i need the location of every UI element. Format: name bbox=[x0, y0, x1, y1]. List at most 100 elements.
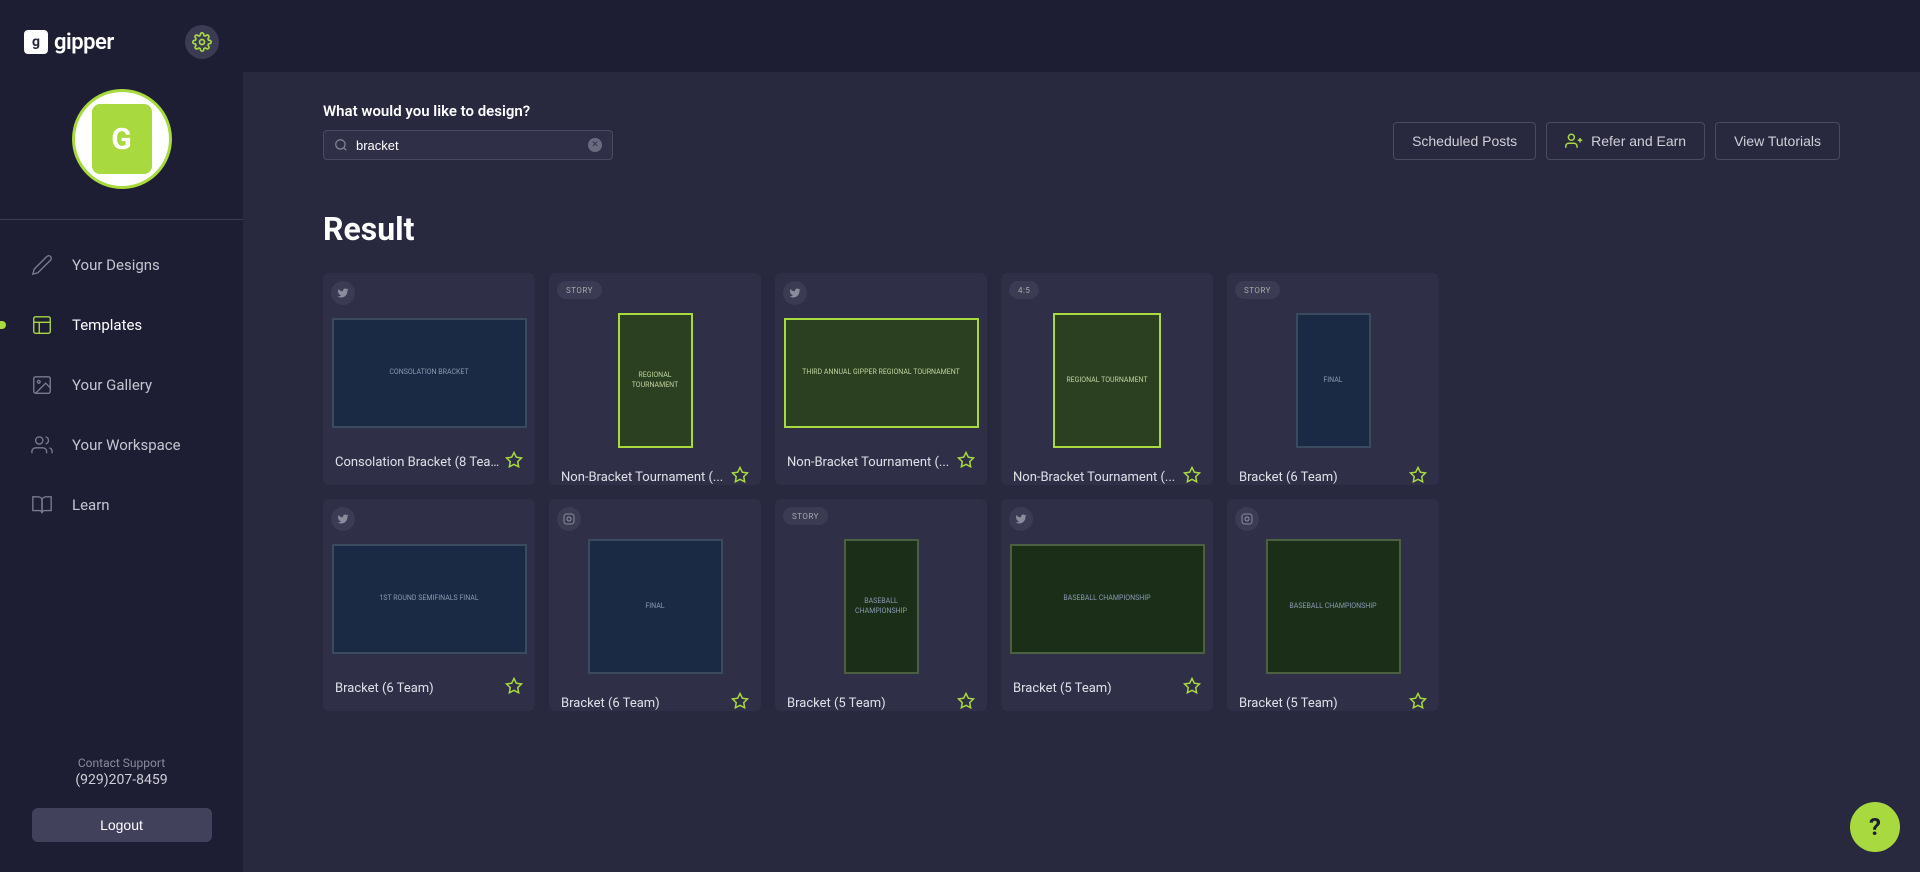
search-section: What would you like to design? ✕ bbox=[323, 102, 613, 160]
card-title: Bracket (5 Team) bbox=[787, 696, 886, 711]
format-badge: STORY bbox=[557, 281, 602, 299]
logo-text: gipper bbox=[54, 30, 114, 55]
template-card[interactable]: STORY REGIONAL TOURNAMENT Non-Bracket Tour… bbox=[549, 273, 761, 485]
template-card[interactable]: CONSOLATION BRACKET Consolation Bracket (… bbox=[323, 273, 535, 485]
help-button[interactable]: ? bbox=[1850, 802, 1900, 852]
image-icon bbox=[30, 373, 54, 397]
template-card[interactable]: THIRD ANNUAL GIPPER REGIONAL TOURNAMENT N… bbox=[775, 273, 987, 485]
template-card[interactable]: FINAL Bracket (6 Team) bbox=[549, 499, 761, 711]
nav-item-templates[interactable]: Templates bbox=[0, 295, 243, 355]
format-badge bbox=[557, 507, 581, 531]
nav-label: Learn bbox=[72, 496, 110, 514]
support-phone[interactable]: (929)207-8459 bbox=[30, 772, 213, 788]
support-label: Contact Support bbox=[30, 756, 213, 770]
header-row: What would you like to design? ✕ Schedul… bbox=[243, 72, 1920, 160]
template-card[interactable]: BASEBALL CHAMPIONSHIPBracket (5 Team) bbox=[1227, 499, 1439, 711]
favorite-button[interactable] bbox=[1183, 466, 1201, 485]
topbar bbox=[243, 0, 1920, 72]
card-title: Non-Bracket Tournament (... bbox=[561, 470, 723, 485]
nav-item-gallery[interactable]: Your Gallery bbox=[0, 355, 243, 415]
user-avatar[interactable]: G bbox=[72, 89, 172, 189]
card-footer: Bracket (6 Team) bbox=[323, 667, 535, 711]
star-icon bbox=[1409, 692, 1427, 710]
card-title: Bracket (6 Team) bbox=[1239, 470, 1338, 485]
nav-item-workspace[interactable]: Your Workspace bbox=[0, 415, 243, 475]
users-icon bbox=[30, 433, 54, 457]
favorite-button[interactable] bbox=[1409, 466, 1427, 485]
settings-button[interactable] bbox=[185, 25, 219, 59]
book-icon bbox=[30, 493, 54, 517]
format-badge: STORY bbox=[783, 507, 828, 525]
format-badge bbox=[331, 281, 355, 305]
star-icon bbox=[1183, 677, 1201, 695]
card-title: Bracket (6 Team) bbox=[335, 681, 434, 696]
star-icon bbox=[1183, 466, 1201, 484]
nav-item-learn[interactable]: Learn bbox=[0, 475, 243, 535]
search-label: What would you like to design? bbox=[323, 102, 613, 120]
card-footer: Bracket (6 Team) bbox=[549, 682, 761, 711]
format-badge bbox=[331, 507, 355, 531]
thumbnail: CONSOLATION BRACKET bbox=[323, 273, 535, 441]
favorite-button[interactable] bbox=[731, 466, 749, 485]
star-icon bbox=[957, 692, 975, 710]
template-card[interactable]: 4:5 REGIONAL TOURNAMENT Non-Bracket Tourna… bbox=[1001, 273, 1213, 485]
favorite-button[interactable] bbox=[1409, 692, 1427, 711]
refer-earn-button[interactable]: Refer and Earn bbox=[1546, 122, 1705, 160]
thumbnail-image: REGIONAL TOURNAMENT bbox=[618, 313, 693, 448]
favorite-button[interactable] bbox=[731, 692, 749, 711]
template-card[interactable]: STORYFINALBracket (6 Team) bbox=[1227, 273, 1439, 485]
thumbnail-image: CONSOLATION BRACKET bbox=[332, 318, 527, 428]
format-badge bbox=[783, 281, 807, 305]
thumbnail: BASEBALL CHAMPIONSHIP bbox=[1227, 499, 1439, 682]
template-card[interactable]: BASEBALL CHAMPIONSHIPBracket (5 Team) bbox=[1001, 499, 1213, 711]
scheduled-posts-button[interactable]: Scheduled Posts bbox=[1393, 122, 1536, 160]
format-badge bbox=[1235, 507, 1259, 531]
thumbnail: THIRD ANNUAL GIPPER REGIONAL TOURNAMENT bbox=[775, 273, 987, 441]
nav-list: Your Designs Templates Your Gallery Your… bbox=[0, 220, 243, 550]
avatar-container: G bbox=[0, 84, 243, 219]
thumbnail: FINAL bbox=[549, 499, 761, 682]
template-card[interactable]: 1ST ROUND SEMIFINALS FINALBracket (6 Tea… bbox=[323, 499, 535, 711]
card-footer: Consolation Bracket (8 Team) bbox=[323, 441, 535, 485]
card-footer: Bracket (5 Team) bbox=[1227, 682, 1439, 711]
search-input[interactable] bbox=[356, 138, 580, 153]
favorite-button[interactable] bbox=[957, 451, 975, 473]
brand-logo[interactable]: g gipper bbox=[24, 30, 114, 55]
star-icon bbox=[957, 451, 975, 469]
format-badge: 4:5 bbox=[1009, 281, 1039, 299]
favorite-button[interactable] bbox=[1183, 677, 1201, 699]
thumbnail-image: REGIONAL TOURNAMENT bbox=[1053, 313, 1161, 448]
card-footer: Non-Bracket Tournament (... bbox=[1001, 456, 1213, 485]
content-area: Result CONSOLATION BRACKET Consolation Br… bbox=[243, 160, 1920, 731]
thumbnail-image: THIRD ANNUAL GIPPER REGIONAL TOURNAMENT bbox=[784, 318, 979, 428]
card-footer: Bracket (6 Team) bbox=[1227, 456, 1439, 485]
card-title: Bracket (6 Team) bbox=[561, 696, 660, 711]
clear-search-button[interactable]: ✕ bbox=[588, 138, 602, 152]
thumbnail: FINAL bbox=[1227, 273, 1439, 456]
template-card[interactable]: STORY BASEBALL CHAMPIONSHIP Bracket (5 Tea… bbox=[775, 499, 987, 711]
card-title: Non-Bracket Tournament (... bbox=[1013, 470, 1175, 485]
card-footer: Bracket (5 Team) bbox=[1001, 667, 1213, 711]
favorite-button[interactable] bbox=[957, 692, 975, 711]
sidebar-header: g gipper bbox=[0, 0, 243, 84]
search-box: ✕ bbox=[323, 130, 613, 160]
gear-icon bbox=[192, 32, 212, 52]
card-footer: Bracket (5 Team) bbox=[775, 682, 987, 711]
thumbnail: BASEBALL CHAMPIONSHIP bbox=[1001, 499, 1213, 667]
nav-label: Your Workspace bbox=[72, 436, 181, 454]
people-icon bbox=[1565, 132, 1583, 150]
view-tutorials-button[interactable]: View Tutorials bbox=[1715, 122, 1840, 160]
sidebar-footer: Contact Support (929)207-8459 Logout bbox=[0, 736, 243, 872]
favorite-button[interactable] bbox=[505, 677, 523, 699]
card-title: Consolation Bracket (8 Team) bbox=[335, 455, 505, 470]
main-content: What would you like to design? ✕ Schedul… bbox=[243, 0, 1920, 872]
logout-button[interactable]: Logout bbox=[32, 808, 212, 842]
nav-item-designs[interactable]: Your Designs bbox=[0, 235, 243, 295]
favorite-button[interactable] bbox=[505, 451, 523, 473]
result-heading: Result bbox=[323, 210, 1840, 248]
pencil-icon bbox=[30, 253, 54, 277]
sidebar: g gipper G Your Designs Templates Your G… bbox=[0, 0, 243, 872]
thumbnail-image: BASEBALL CHAMPIONSHIP bbox=[844, 539, 919, 674]
star-icon bbox=[505, 451, 523, 469]
card-footer: Non-Bracket Tournament (... bbox=[775, 441, 987, 485]
